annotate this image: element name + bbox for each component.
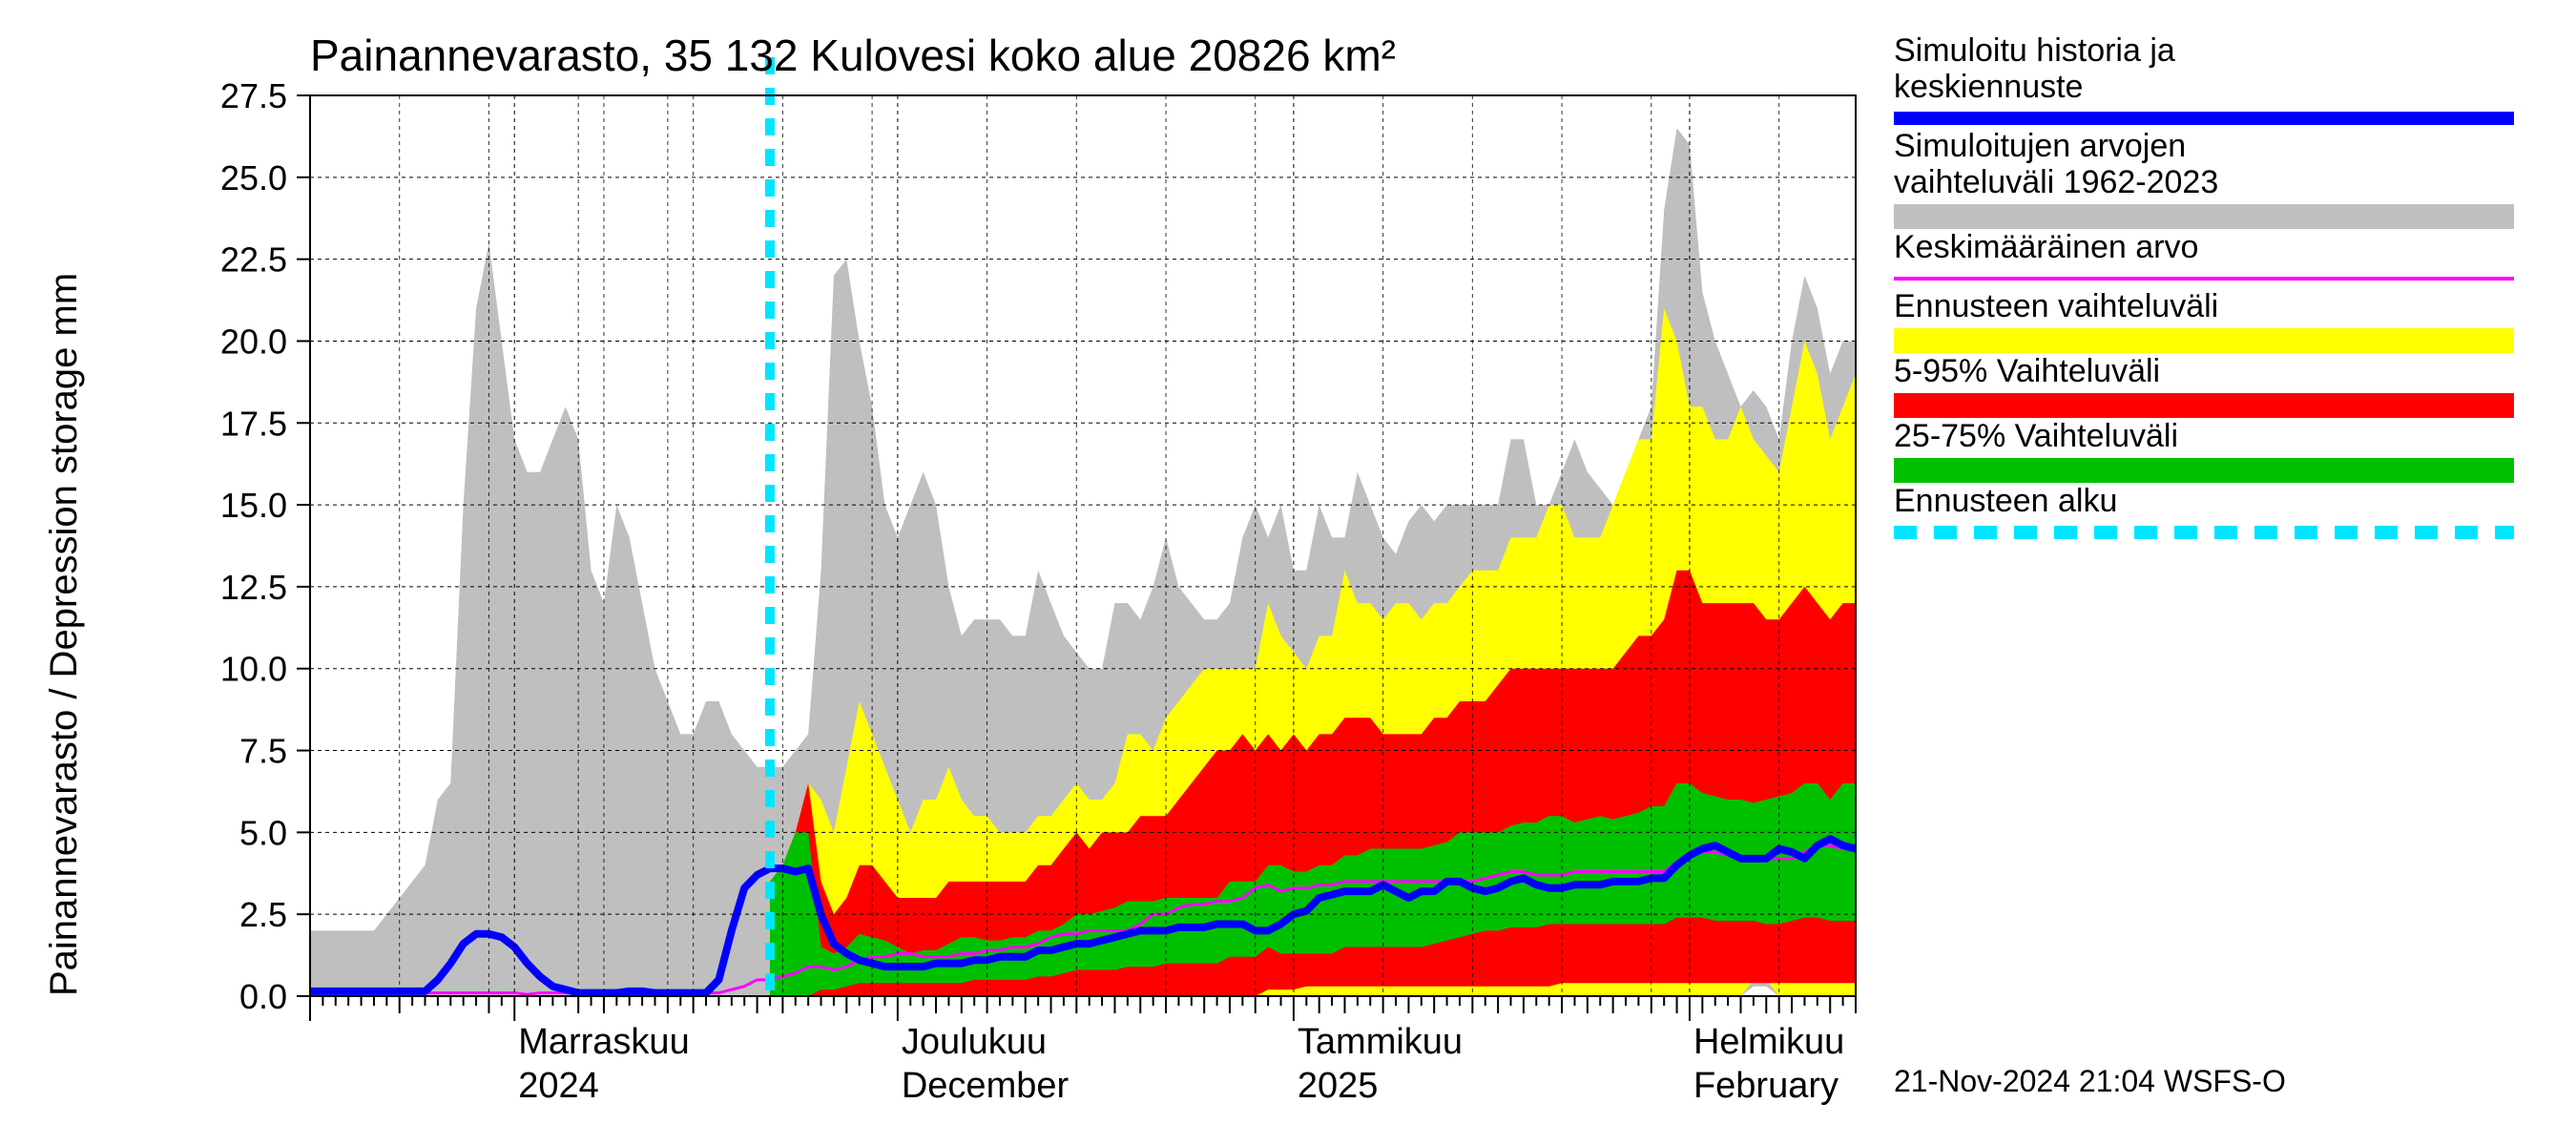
ytick-label: 5.0 <box>239 813 287 852</box>
legend-label2: vaihteluväli 1962-2023 <box>1894 164 2218 200</box>
legend-swatch <box>1894 393 2514 418</box>
ytick-label: 7.5 <box>239 732 287 771</box>
chart-title: Painannevarasto, 35 132 Kulovesi koko al… <box>310 31 1396 80</box>
ytick-label: 2.5 <box>239 895 287 934</box>
legend-label: Simuloitujen arvojen <box>1894 128 2186 164</box>
ytick-label: 12.5 <box>220 568 287 607</box>
legend-label: Keskimääräinen arvo <box>1894 229 2198 265</box>
ytick-label: 20.0 <box>220 322 287 361</box>
chart-root: 0.0 2.5 5.0 7.5 10.0 12.5 15.0 17.5 20.0 22.5 25.0… <box>0 0 2576 1145</box>
month-label-bottom: December <box>902 1066 1070 1106</box>
legend-swatch <box>1894 458 2514 483</box>
ytick-label: 25.0 <box>220 158 287 198</box>
month-label-bottom: 2024 <box>518 1066 599 1106</box>
legend-label2: keskiennuste <box>1894 69 2083 105</box>
legend-label: Simuloitu historia ja <box>1894 32 2175 69</box>
month-label-top: Marraskuu <box>518 1022 690 1062</box>
legend-swatch <box>1894 204 2514 229</box>
month-label-top: Joulukuu <box>902 1022 1047 1062</box>
ytick-label: 22.5 <box>220 240 287 280</box>
legend-label: 25-75% Vaihteluväli <box>1894 418 2178 454</box>
ytick-label: 15.0 <box>220 486 287 525</box>
footer-text: 21-Nov-2024 21:04 WSFS-O <box>1894 1064 2286 1098</box>
y-axis-label: Painannevarasto / Depression storage mm <box>43 273 85 996</box>
month-label-bottom: February <box>1693 1066 1839 1106</box>
legend-label: Ennusteen vaihteluväli <box>1894 288 2218 324</box>
ytick-label: 0.0 <box>239 977 287 1016</box>
month-label-bottom: 2025 <box>1298 1066 1379 1106</box>
legend-label: 5-95% Vaihteluväli <box>1894 353 2160 389</box>
month-label-top: Helmikuu <box>1693 1022 1844 1062</box>
month-label-top: Tammikuu <box>1298 1022 1463 1062</box>
ytick-label: 27.5 <box>220 76 287 115</box>
ytick-label: 10.0 <box>220 650 287 689</box>
legend-label: Ennusteen alku <box>1894 483 2117 519</box>
ytick-label: 17.5 <box>220 404 287 443</box>
legend-swatch <box>1894 328 2514 353</box>
